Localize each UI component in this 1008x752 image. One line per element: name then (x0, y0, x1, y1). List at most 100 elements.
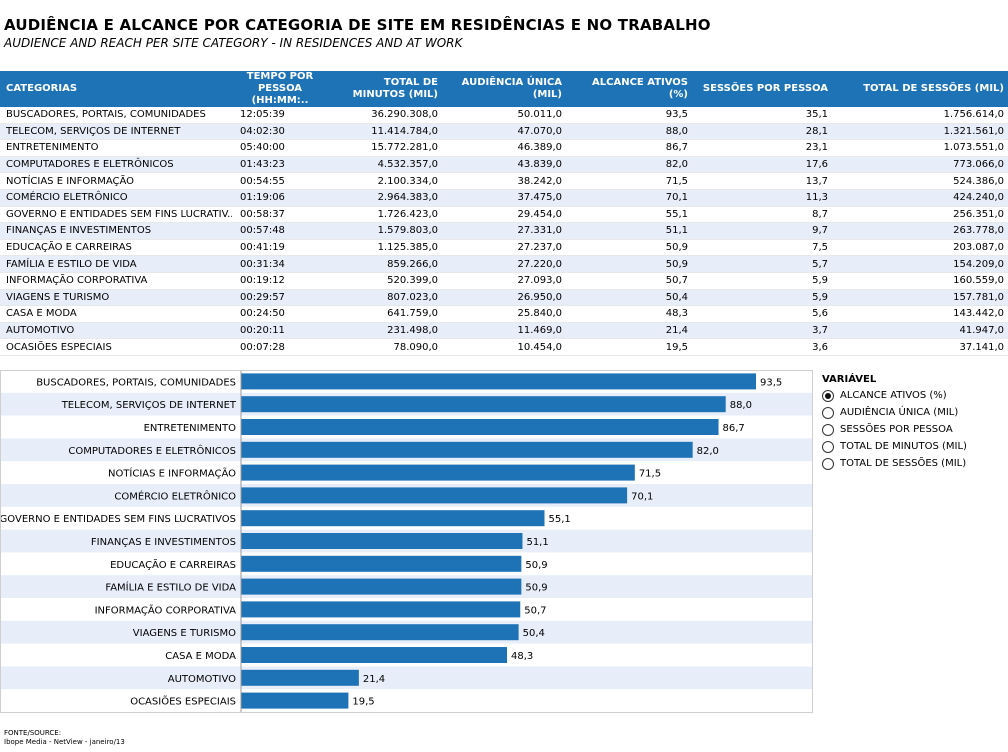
table-cell: 38.242,0 (442, 172, 566, 190)
bar[interactable] (241, 441, 693, 458)
variable-option[interactable]: ALCANCE ATIVOS (%) (822, 387, 967, 404)
bar[interactable] (241, 624, 519, 641)
bar[interactable] (241, 487, 628, 504)
table-cell: 1.321.561,0 (832, 123, 1008, 141)
table-cell: 520.399,0 (328, 272, 442, 290)
table-cell: 1.579.803,0 (328, 222, 442, 240)
table-cell: 50.011,0 (442, 107, 566, 124)
variable-option[interactable]: AUDIÊNCIA ÚNICA (MIL) (822, 404, 967, 421)
bar[interactable] (241, 464, 635, 481)
category-label: GOVERNO E ENTIDADES SEM FINS LUCRATIVOS (0, 514, 236, 525)
table-cell: 203.087,0 (832, 239, 1008, 257)
category-label: FAMÍLIA E ESTILO DE VIDA (105, 581, 236, 594)
table-row[interactable]: ENTRETENIMENTO 05:40:00 15.772.281,0 46.389… (0, 139, 1008, 157)
table-cell: 5,9 (692, 272, 832, 290)
table-row[interactable]: AUTOMOTIVO 00:20:11 231.498,0 11.469,0 21,4 3… (0, 322, 1008, 340)
table-row[interactable]: GOVERNO E ENTIDADES SEM FINS LUCRATIV.. 0… (0, 206, 1008, 224)
column-header[interactable]: TOTAL DE SESSÕES (MIL) (832, 71, 1008, 107)
variable-option[interactable]: TOTAL DE MINUTOS (MIL) (822, 438, 967, 455)
bar[interactable] (241, 396, 726, 413)
table-cell: 23,1 (692, 139, 832, 157)
bar[interactable] (241, 647, 508, 663)
radio-unselected-icon[interactable] (822, 440, 834, 453)
table-cell: TELECOM, SERVIÇOS DE INTERNET (0, 123, 232, 141)
table-cell: VIAGENS E TURISMO (0, 289, 232, 307)
bar[interactable] (241, 555, 522, 572)
table-cell: 1.125.385,0 (328, 239, 442, 257)
radio-unselected-icon[interactable] (822, 423, 834, 436)
radio-unselected-icon[interactable] (822, 406, 834, 419)
table-cell: 00:29:57 (232, 289, 328, 307)
variable-option[interactable]: SESSÕES POR PESSOA (822, 421, 967, 438)
table-cell: GOVERNO E ENTIDADES SEM FINS LUCRATIV.. (0, 206, 232, 224)
value-label: 55,1 (548, 514, 570, 525)
table-row[interactable]: FAMÍLIA E ESTILO DE VIDA 00:31:34 859.266,… (0, 255, 1008, 273)
table-cell: 00:20:11 (232, 322, 328, 340)
variable-option[interactable]: TOTAL DE SESSÕES (MIL) (822, 455, 967, 472)
table-cell: 25.840,0 (442, 305, 566, 323)
bar[interactable] (241, 510, 545, 527)
variable-selector: VARIÁVEL ALCANCE ATIVOS (%) AUDIÊNCIA ÚNI… (822, 374, 967, 472)
table-cell: 37.475,0 (442, 189, 566, 207)
table-row[interactable]: CASA E MODA 00:24:50 641.759,0 25.840,0 48,3… (0, 305, 1008, 323)
table-cell: 78.090,0 (328, 338, 442, 356)
column-header[interactable]: CATEGORIAS (0, 71, 232, 107)
category-label: COMPUTADORES E ELETRÔNICOS (68, 444, 236, 457)
table-row[interactable]: TELECOM, SERVIÇOS DE INTERNET 04:02:30 11.… (0, 123, 1008, 141)
category-label: INFORMAÇÃO CORPORATIVA (95, 603, 237, 616)
bar[interactable] (241, 601, 521, 618)
radio-unselected-icon[interactable] (822, 457, 834, 470)
category-label: OCASIÕES ESPECIAIS (130, 695, 236, 708)
category-label: COMÉRCIO ELETRÔNICO (114, 489, 236, 502)
table-row[interactable]: NOTÍCIAS E INFORMAÇÃO 00:54:55 2.100.334,0… (0, 172, 1008, 190)
variable-option-label: ALCANCE ATIVOS (%) (840, 390, 947, 401)
bar[interactable] (241, 669, 359, 686)
table-row[interactable]: COMPUTADORES E ELETRÔNICOS 01:43:23 4.532.… (0, 156, 1008, 174)
table-row[interactable]: EDUCAÇÃO E CARREIRAS 00:41:19 1.125.385,0 2… (0, 239, 1008, 257)
table-cell: 256.351,0 (832, 206, 1008, 224)
table-cell: 35,1 (692, 107, 832, 124)
table-cell: OCASIÕES ESPECIAIS (0, 338, 232, 356)
table-cell: AUTOMOTIVO (0, 322, 232, 340)
bar[interactable] (241, 373, 756, 390)
table-row[interactable]: COMÉRCIO ELETRÔNICO 01:19:06 2.964.383,0 37… (0, 189, 1008, 207)
row-stripe (0, 666, 813, 690)
column-header[interactable]: AUDIÊNCIA ÚNICA (MIL) (442, 71, 566, 107)
bar[interactable] (241, 419, 719, 435)
table-cell: 55,1 (566, 206, 692, 224)
table-cell: 00:24:50 (232, 305, 328, 323)
column-header[interactable]: SESSÕES POR PESSOA (692, 71, 832, 107)
variable-option-label: SESSÕES POR PESSOA (840, 424, 953, 435)
table-row[interactable]: BUSCADORES, PORTAIS, COMUNIDADES 12:05:39… (0, 107, 1008, 124)
column-header[interactable]: TEMPO POR PESSOA (HH:MM:.. (232, 71, 328, 107)
variable-option-label: TOTAL DE SESSÕES (MIL) (840, 458, 967, 469)
table-cell: 00:31:34 (232, 255, 328, 273)
table-row[interactable]: OCASIÕES ESPECIAIS 00:07:28 78.090,0 10.454… (0, 338, 1008, 356)
category-label: VIAGENS E TURISMO (133, 628, 236, 639)
table-cell: 11.469,0 (442, 322, 566, 340)
bar[interactable] (241, 533, 523, 549)
bar[interactable] (241, 578, 522, 595)
column-header[interactable]: TOTAL DE MINUTOS (MIL) (328, 71, 442, 107)
table-cell: 46.389,0 (442, 139, 566, 157)
table-cell: 37.141,0 (832, 338, 1008, 356)
table-row[interactable]: INFORMAÇÃO CORPORATIVA 00:19:12 520.399,0 2… (0, 272, 1008, 290)
table-cell: ENTRETENIMENTO (0, 139, 232, 157)
value-label: 86,7 (723, 423, 745, 434)
table-cell: 50,4 (566, 289, 692, 307)
category-label: FINANÇAS E INVESTIMENTOS (91, 537, 236, 548)
source-label: FONTE/SOURCE: (4, 729, 62, 737)
table-cell: 27.237,0 (442, 239, 566, 257)
table-cell: 21,4 (566, 322, 692, 340)
table-cell: BUSCADORES, PORTAIS, COMUNIDADES (0, 107, 232, 124)
table-cell: 00:54:55 (232, 172, 328, 190)
table-row[interactable]: VIAGENS E TURISMO 00:29:57 807.023,0 26.950… (0, 289, 1008, 307)
table-cell: 51,1 (566, 222, 692, 240)
category-label: CASA E MODA (165, 651, 236, 662)
bar[interactable] (241, 692, 349, 709)
table-row[interactable]: FINANÇAS E INVESTIMENTOS 00:57:48 1.579.80… (0, 222, 1008, 240)
radio-selected-icon[interactable] (822, 389, 834, 402)
table-cell: 7,5 (692, 239, 832, 257)
table-cell: 26.950,0 (442, 289, 566, 307)
column-header[interactable]: ALCANCE ATIVOS (%) (566, 71, 692, 107)
